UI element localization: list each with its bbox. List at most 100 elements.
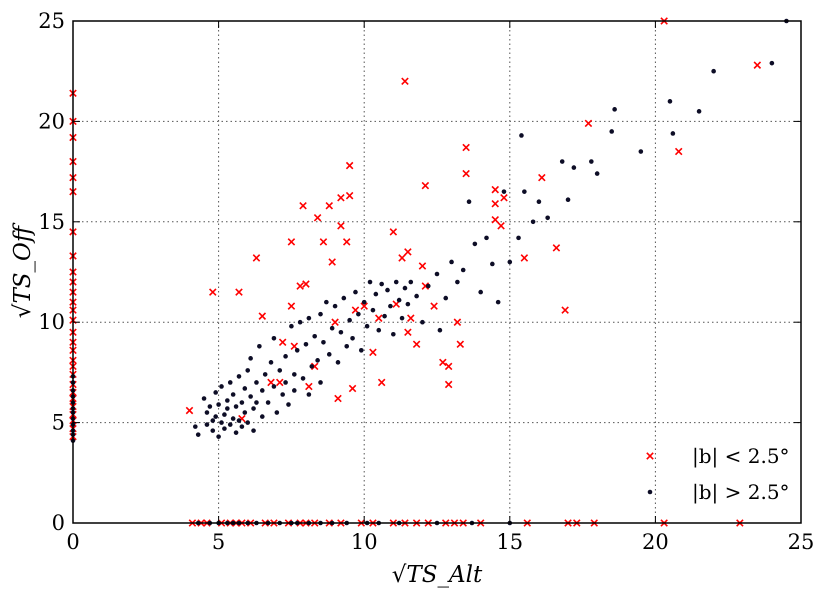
dot-marker [274, 410, 280, 415]
y-tick-label: 5 [52, 411, 65, 435]
x-marker [462, 169, 470, 178]
x-marker [674, 147, 683, 156]
dot-marker [219, 420, 224, 425]
dot-marker [376, 327, 382, 333]
dot-marker [315, 358, 320, 363]
x-marker [258, 312, 267, 320]
legend-entry-1: |b| < 2.5° [646, 444, 790, 469]
x-marker [287, 302, 296, 310]
dot-marker [711, 68, 716, 74]
dot-marker [265, 400, 271, 405]
dot-marker [230, 416, 236, 421]
x-marker [456, 340, 465, 349]
dot-marker [769, 60, 775, 66]
x-marker [444, 380, 453, 389]
dot-marker [324, 299, 329, 305]
x-marker [345, 161, 354, 170]
dot-marker [559, 159, 565, 164]
dot-marker [565, 197, 571, 203]
x-marker [334, 394, 342, 403]
dot-marker [338, 329, 344, 335]
dot-marker [466, 199, 472, 205]
dot-marker [245, 420, 251, 425]
dot-marker [193, 424, 198, 429]
x-marker [753, 61, 762, 69]
legend-entry-2: |b| > 2.5° [647, 480, 790, 505]
dot-marker [321, 339, 326, 345]
dot-marker [306, 392, 312, 397]
x-marker [439, 358, 447, 367]
x-marker [404, 328, 412, 337]
x-marker [325, 201, 334, 210]
dot-marker [201, 396, 207, 401]
dot-marker [385, 287, 390, 293]
dot-marker [225, 406, 230, 411]
dot-marker [326, 352, 332, 357]
x-marker [302, 280, 310, 288]
legend-label: |b| > 2.5° [692, 480, 790, 505]
x-marker [584, 119, 593, 128]
dot-marker [248, 356, 253, 361]
dot-marker [222, 412, 227, 417]
x-marker [252, 254, 261, 262]
dot-marker [239, 400, 245, 405]
dot-marker [501, 189, 507, 194]
dot-marker [443, 295, 449, 301]
dot-marker [332, 303, 338, 309]
dot-marker [667, 99, 673, 104]
x-marker [646, 452, 654, 460]
x-marker [552, 244, 561, 252]
y-tick-label: 15 [38, 210, 65, 234]
x-marker [337, 222, 345, 230]
dot-marker [251, 406, 256, 411]
x-marker [407, 314, 415, 322]
x-tick-label: 5 [212, 530, 225, 554]
dot-marker [388, 303, 393, 309]
dot-marker [367, 279, 373, 285]
dot-marker [233, 404, 239, 409]
dot-marker [536, 199, 542, 205]
dot-marker [312, 333, 317, 339]
x-marker [418, 262, 427, 270]
dot-marker [396, 297, 402, 303]
dot-marker [361, 299, 367, 305]
x-marker [313, 214, 322, 222]
dot-marker [204, 410, 210, 415]
x-marker [404, 248, 412, 256]
dot-marker [350, 335, 355, 341]
x-marker [278, 338, 287, 347]
y-tick-label: 10 [38, 310, 65, 334]
dot-marker [251, 428, 256, 433]
dot-marker [210, 428, 216, 433]
dot-marker [230, 392, 236, 397]
x-marker [360, 302, 368, 310]
dot-marker [242, 410, 248, 415]
legend: |b| < 2.5° |b| > 2.5° [646, 444, 790, 505]
dot-marker [294, 348, 300, 353]
dot-marker [210, 418, 216, 423]
dot-marker [297, 319, 303, 325]
dot-marker [373, 291, 379, 297]
dot-marker [530, 219, 536, 225]
x-marker [561, 306, 569, 314]
x-marker [275, 378, 284, 387]
x-marker [401, 77, 409, 86]
x-marker [328, 258, 336, 266]
dot-marker [227, 422, 233, 427]
dot-marker [283, 380, 288, 385]
x-tick-label: 10 [351, 530, 378, 554]
dot-marker [434, 271, 440, 277]
dot-marker [519, 133, 524, 138]
dot-marker [571, 165, 577, 170]
y-axis-label: √TS_Off [10, 222, 36, 318]
dot-marker [353, 289, 358, 295]
dot-marker [271, 335, 277, 341]
dot-marker [195, 432, 201, 437]
dot-marker [222, 426, 227, 431]
dot-marker [254, 380, 259, 385]
dot-marker [507, 259, 513, 265]
dot-marker [216, 434, 221, 439]
series [69, 17, 762, 527]
dot-marker [364, 323, 370, 329]
x-axis-label: √TS_Alt [392, 562, 483, 588]
